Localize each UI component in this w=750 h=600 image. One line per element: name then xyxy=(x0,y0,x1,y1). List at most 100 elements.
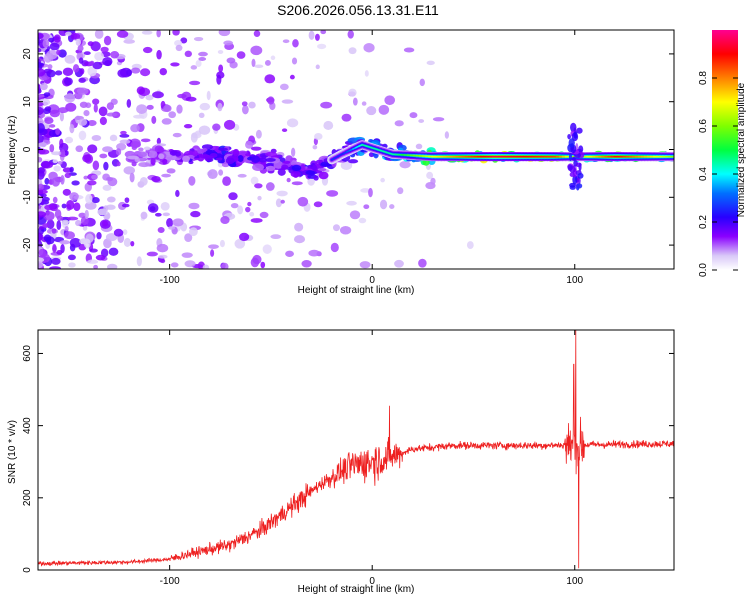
burst-blob xyxy=(568,138,575,148)
ridge-blob xyxy=(131,161,137,167)
noise-blob xyxy=(92,61,103,70)
noise-blob xyxy=(361,101,367,106)
noise-blob xyxy=(130,241,135,247)
y-tick-label: -20 xyxy=(22,237,33,252)
noise-blob xyxy=(389,204,395,210)
ridge-blob xyxy=(158,153,165,160)
noise-blob xyxy=(384,95,396,106)
noise-blob xyxy=(91,197,100,204)
noise-blob xyxy=(189,227,198,237)
noise-blob xyxy=(208,244,219,249)
noise-blob xyxy=(248,101,256,109)
ridge-blob xyxy=(182,155,190,163)
noise-blob xyxy=(106,176,114,182)
burst-blob xyxy=(570,122,577,133)
noise-blob xyxy=(78,57,84,64)
noise-blob xyxy=(315,64,320,70)
noise-blob xyxy=(264,60,271,66)
colorbar-tick-label: 0.2 xyxy=(698,215,709,229)
noise-blob xyxy=(43,68,53,74)
noise-blob xyxy=(250,218,263,223)
ridge-blob xyxy=(300,163,306,172)
noise-blob xyxy=(93,264,98,269)
noise-blob xyxy=(265,182,275,191)
noise-blob xyxy=(142,46,153,54)
noise-blob xyxy=(136,86,146,95)
noise-blob xyxy=(94,30,104,39)
noise-blob xyxy=(281,99,294,104)
noise-blob xyxy=(38,106,44,116)
noise-blob xyxy=(102,146,113,153)
noise-blob xyxy=(39,83,48,91)
noise-blob xyxy=(115,148,122,156)
chart-title: S206.2026.056.13.31.E11 xyxy=(277,2,439,18)
noise-blob xyxy=(76,87,89,95)
noise-blob xyxy=(363,42,375,53)
noise-blob xyxy=(249,211,255,217)
noise-blob xyxy=(172,218,184,227)
noise-blob xyxy=(161,118,172,125)
ridge-blob xyxy=(258,157,268,163)
noise-blob xyxy=(152,91,164,99)
noise-blob xyxy=(87,41,94,47)
noise-blob xyxy=(66,199,75,210)
noise-blob xyxy=(199,102,211,111)
noise-blob xyxy=(403,47,415,53)
noise-blob xyxy=(121,203,130,208)
noise-blob xyxy=(466,241,474,250)
noise-blob xyxy=(394,120,404,127)
noise-blob xyxy=(96,232,102,240)
noise-blob xyxy=(106,112,118,117)
noise-blob xyxy=(106,263,118,269)
noise-blob xyxy=(116,30,129,38)
ridge-blob xyxy=(137,151,148,158)
noise-blob xyxy=(47,64,53,70)
ridge-blob xyxy=(245,153,251,157)
noise-blob xyxy=(93,103,98,113)
noise-blob xyxy=(320,101,333,109)
noise-blob xyxy=(59,111,64,122)
ridge-blob xyxy=(277,168,286,176)
noise-blob xyxy=(120,130,127,135)
colorbar-tick-label: 0.6 xyxy=(698,119,709,133)
ridge-blob xyxy=(252,163,264,172)
noise-blob xyxy=(352,97,358,106)
noise-blob xyxy=(170,62,180,67)
noise-blob xyxy=(176,104,183,114)
noise-blob xyxy=(360,188,371,193)
noise-blob xyxy=(83,175,89,180)
burst-blob xyxy=(576,183,583,189)
y-tick-label: 0 xyxy=(22,146,33,152)
x-tick-label: 0 xyxy=(369,576,375,587)
noise-blob xyxy=(175,189,180,198)
noise-blob xyxy=(432,117,445,122)
noise-blob xyxy=(61,203,67,209)
noise-blob xyxy=(126,98,132,108)
colorbar-tick-label: 0.4 xyxy=(698,167,709,181)
noise-blob xyxy=(38,183,44,191)
noise-blob xyxy=(100,248,109,258)
ridge-blob xyxy=(225,157,235,165)
noise-blob xyxy=(103,161,109,171)
noise-blob xyxy=(133,114,145,119)
spectrogram-ylabel: Frequency (Hz) xyxy=(7,116,18,185)
noise-blob xyxy=(234,238,246,249)
ridge-blob xyxy=(261,154,267,160)
noise-blob xyxy=(69,166,74,173)
noise-blob xyxy=(38,68,46,77)
y-tick-label: 20 xyxy=(22,48,33,60)
noise-blob xyxy=(301,259,312,268)
noise-blob xyxy=(151,175,161,183)
noise-blob xyxy=(286,177,291,183)
noise-blob xyxy=(262,244,272,254)
burst-blob xyxy=(567,164,573,171)
noise-blob xyxy=(409,112,418,119)
noise-blob xyxy=(64,226,69,232)
noise-blob xyxy=(415,143,423,150)
ridge-blob xyxy=(282,160,291,164)
noise-blob xyxy=(326,190,339,197)
noise-blob xyxy=(159,67,168,76)
noise-blob xyxy=(259,211,269,219)
